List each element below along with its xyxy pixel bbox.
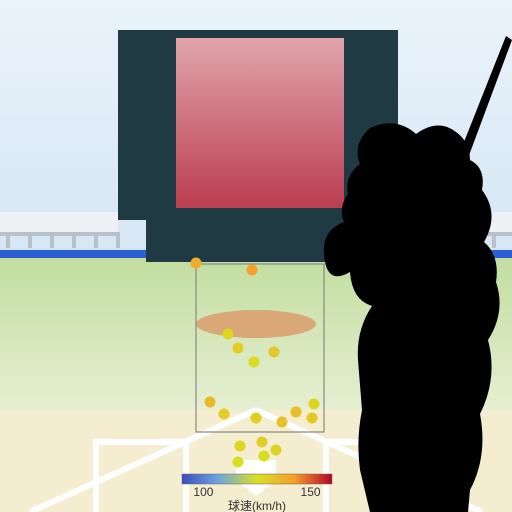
pitch-marker — [309, 399, 320, 410]
pitch-marker — [307, 413, 318, 424]
pitch-marker — [277, 417, 288, 428]
pitch-marker — [257, 437, 268, 448]
pitch-marker — [219, 409, 230, 420]
mound — [196, 310, 316, 338]
upper-deck — [0, 212, 118, 232]
pitch-marker — [235, 441, 246, 452]
deck-rail — [0, 232, 118, 236]
colorbar-tick: 150 — [301, 485, 321, 499]
scoreboard-screen — [176, 38, 344, 208]
colorbar-tick: 100 — [193, 485, 213, 499]
pitch-marker — [247, 265, 258, 276]
pitch-marker — [233, 457, 244, 468]
pitch-marker — [233, 343, 244, 354]
pitch-marker — [291, 407, 302, 418]
pitch-marker — [223, 329, 234, 340]
pitch-marker — [251, 413, 262, 424]
pitch-location-chart: 100 150 球速(km/h) — [0, 0, 512, 512]
pitch-marker — [269, 347, 280, 358]
pitch-marker — [271, 445, 282, 456]
colorbar-label: 球速(km/h) — [228, 499, 286, 512]
pitch-marker — [259, 451, 270, 462]
pitch-marker — [249, 357, 260, 368]
pitch-marker — [191, 258, 202, 269]
colorbar — [182, 474, 332, 484]
pitch-marker — [205, 397, 216, 408]
